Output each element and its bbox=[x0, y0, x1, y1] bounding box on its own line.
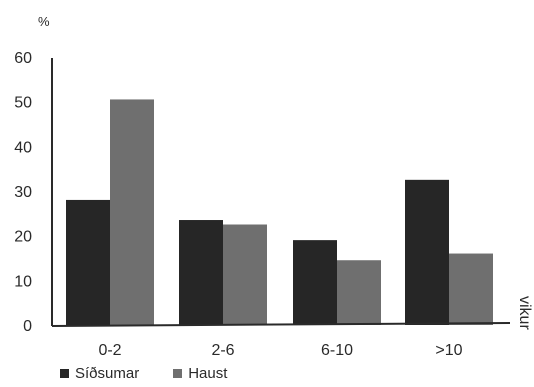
legend-item-haust: Haust bbox=[173, 365, 227, 382]
y-tick-label: 10 bbox=[14, 273, 32, 290]
x-category-label: 0-2 bbox=[98, 342, 121, 359]
bar-haust-3 bbox=[449, 253, 493, 325]
bar-haust-1 bbox=[223, 224, 267, 325]
bar-haust-2 bbox=[337, 260, 381, 325]
y-tick-label: 0 bbox=[23, 318, 32, 335]
x-axis-line bbox=[51, 322, 511, 327]
x-category-label: >10 bbox=[435, 342, 462, 359]
legend-swatch-haust bbox=[173, 369, 183, 378]
y-tick-label: 40 bbox=[14, 139, 32, 156]
legend-label-haust: Haust bbox=[188, 365, 228, 382]
bar-sidsumar-1 bbox=[179, 220, 223, 325]
y-axis-unit: % bbox=[38, 14, 50, 29]
legend-item-sidsumar: Síðsumar bbox=[60, 365, 139, 382]
bar-sidsumar-3 bbox=[405, 179, 449, 325]
x-category-label: 6-10 bbox=[321, 342, 353, 359]
y-axis-ticks: 0 10 20 30 40 50 60 bbox=[14, 50, 32, 335]
legend: Síðsumar Haust bbox=[60, 365, 227, 382]
y-tick-label: 50 bbox=[14, 95, 32, 112]
y-tick-label: 60 bbox=[14, 50, 32, 67]
x-axis-unit: vikur bbox=[516, 296, 533, 330]
bar-haust-0 bbox=[110, 99, 154, 325]
legend-label-sidsumar: Síðsumar bbox=[75, 365, 140, 382]
bar-sidsumar-2 bbox=[293, 240, 337, 325]
x-axis-category-labels: 0-2 2-6 6-10 >10 bbox=[98, 342, 462, 359]
bar-group bbox=[66, 99, 493, 325]
y-tick-label: 20 bbox=[14, 229, 32, 246]
legend-swatch-sidsumar bbox=[60, 369, 69, 378]
x-category-label: 2-6 bbox=[211, 342, 234, 359]
bar-sidsumar-0 bbox=[66, 199, 110, 325]
y-tick-label: 30 bbox=[14, 184, 32, 201]
